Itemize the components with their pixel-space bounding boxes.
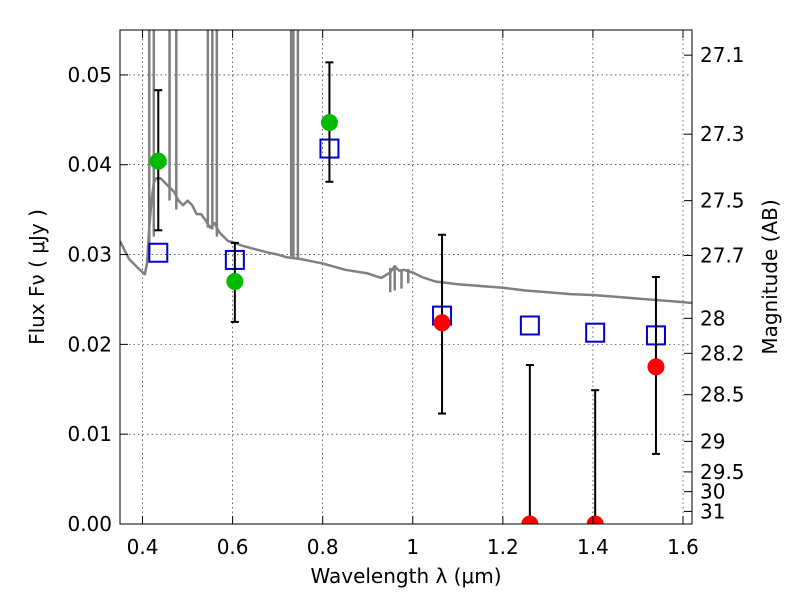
magnitude-tick-label: 28.2: [700, 341, 745, 365]
plot-area: [120, 30, 692, 524]
y-tick-label: 0.03: [67, 243, 112, 267]
grid-lines: [120, 30, 692, 525]
x-tick-label: 1.4: [577, 535, 609, 559]
magnitude-tick-label: 31: [700, 499, 725, 523]
observed-flux-point: [433, 314, 451, 332]
observed-flux-point: [647, 358, 665, 376]
y-axis-label: Flux Fν ( μJy ): [25, 209, 49, 345]
x-axis-label: Wavelength λ (μm): [310, 564, 501, 588]
plot-frame: [119, 29, 693, 525]
observed-flux-point: [521, 515, 539, 524]
observed-flux-point: [586, 515, 604, 524]
model-sed-line: [120, 176, 692, 305]
y-tick-label: 0.02: [67, 332, 112, 356]
x-tick-label: 1: [406, 535, 419, 559]
y-tick-label: 0.01: [67, 422, 112, 446]
y-tick-label: 0.05: [67, 63, 112, 87]
x-tick-label: 1.2: [487, 535, 519, 559]
magnitude-tick-label: 30: [700, 480, 725, 504]
magnitude-tick-label: 27.7: [700, 243, 745, 267]
observed-flux-point: [226, 272, 244, 290]
x-tick-label: 0.6: [217, 535, 249, 559]
observed-flux-point: [149, 152, 167, 170]
y-tick-label: 0.04: [67, 153, 112, 177]
model-photometry-square: [148, 242, 169, 263]
model-photometry-square: [585, 322, 606, 343]
x-tick-label: 1.6: [667, 535, 699, 559]
x-tick-label: 0.8: [307, 535, 339, 559]
x-tick-label: 0.4: [127, 535, 159, 559]
magnitude-tick-label: 28.5: [700, 383, 745, 407]
axis-ticks: 0.4 0.6 0.8 1 1.2 1.4 1.6 0.00 0.01 0.02 0.03 0.04 0…: [67, 30, 745, 559]
y-tick-label: 0.00: [67, 512, 112, 536]
magnitude-tick-label: 27.5: [700, 189, 745, 213]
magnitude-tick-label: 29.5: [700, 460, 745, 484]
magnitude-tick-label: 27.3: [700, 122, 745, 146]
y-axis-right-label: Magnitude (AB): [758, 199, 782, 354]
model-photometry-square: [519, 315, 540, 336]
magnitude-tick-label: 29: [700, 429, 725, 453]
observed-flux-point: [320, 114, 338, 132]
magnitude-tick-label: 27.1: [700, 43, 745, 67]
magnitude-tick-label: 28: [700, 306, 725, 330]
